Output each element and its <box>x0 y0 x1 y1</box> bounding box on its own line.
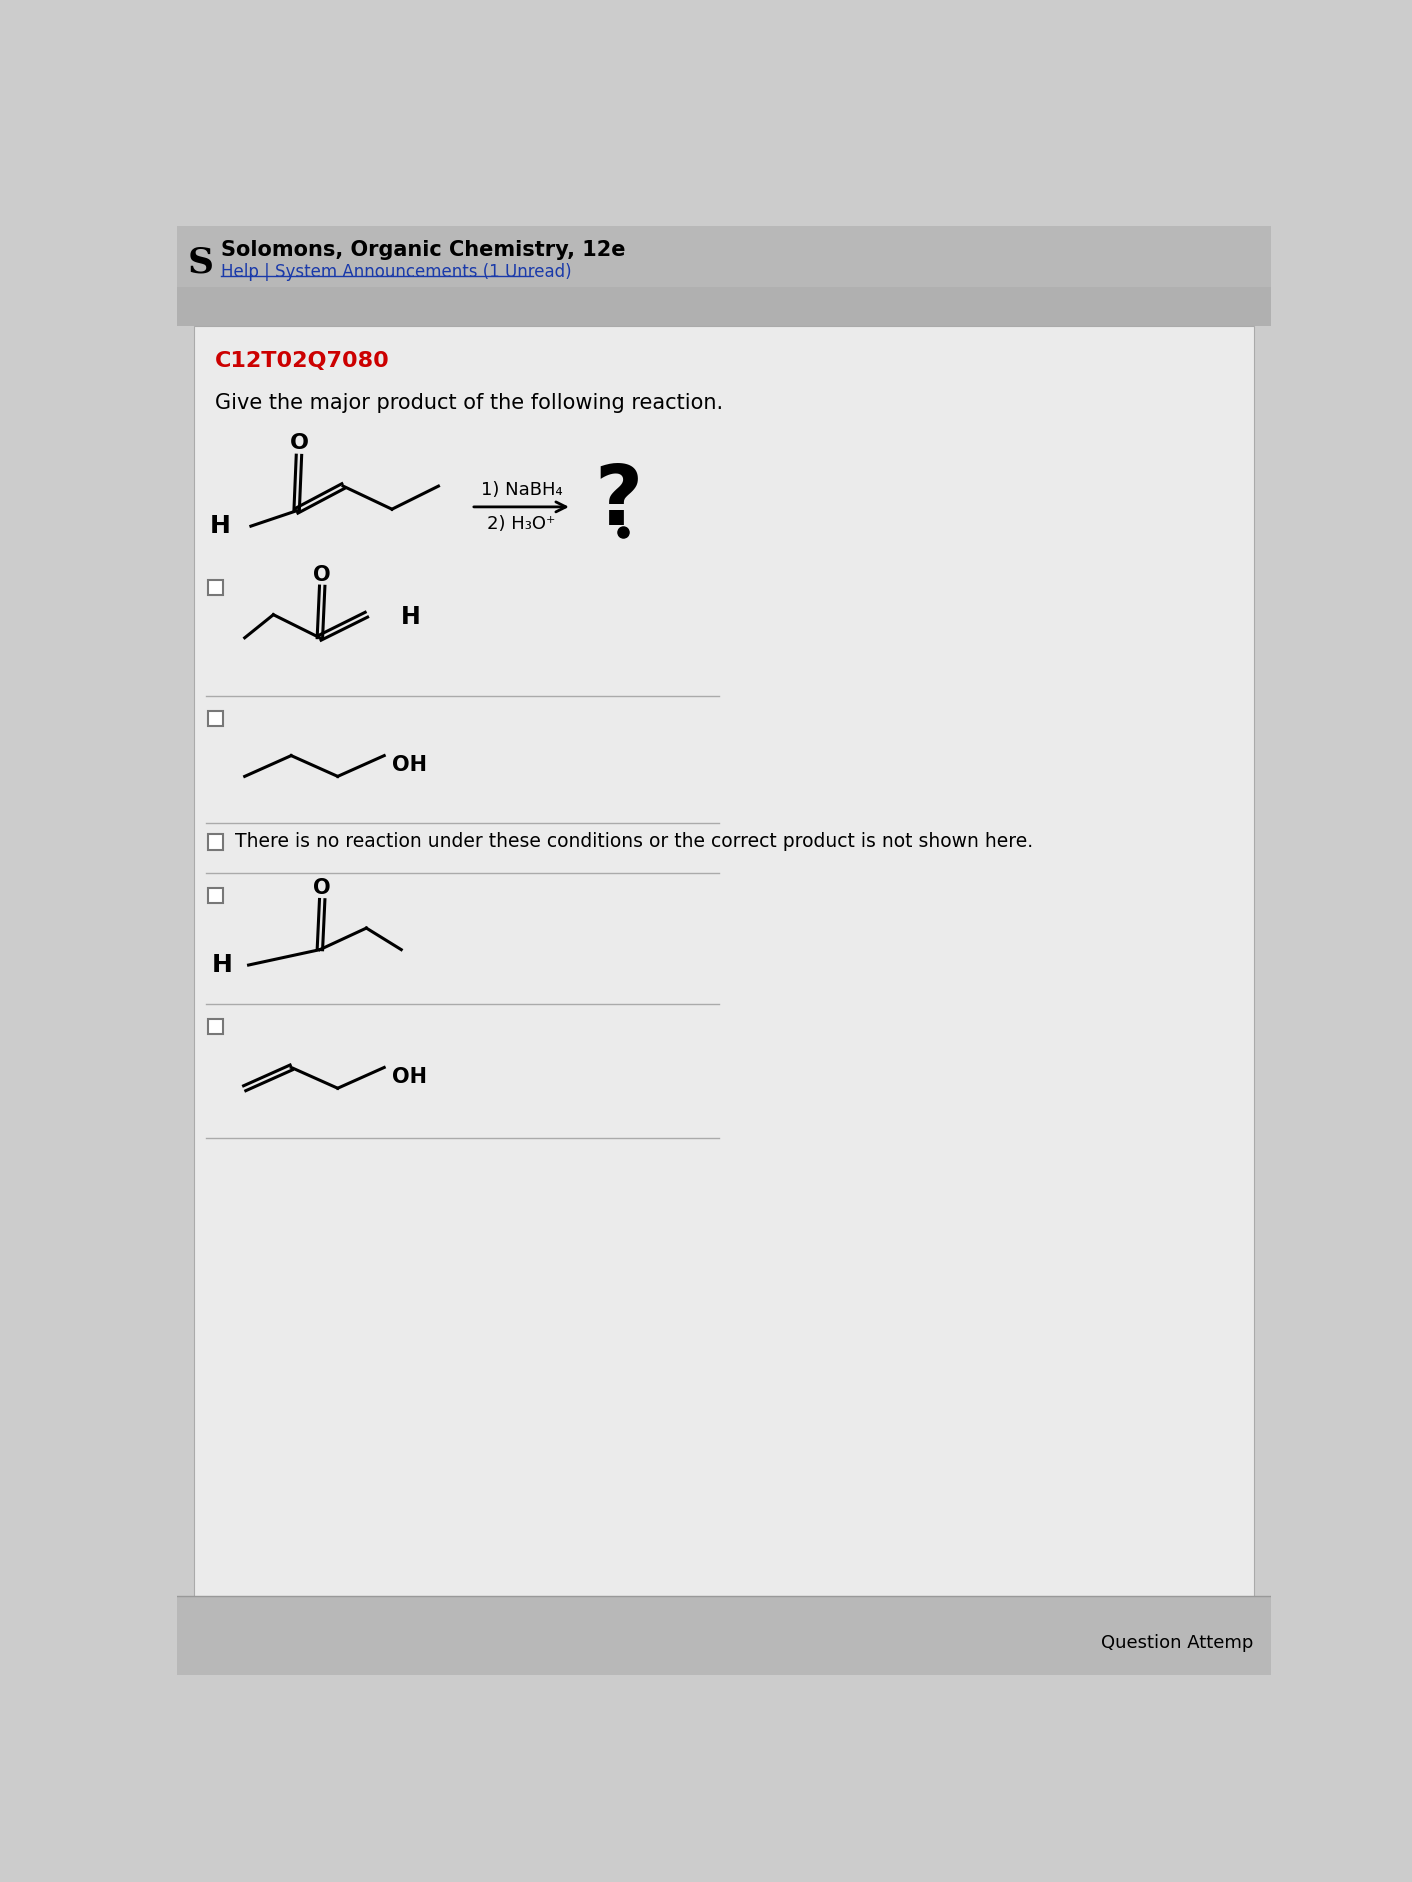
Text: H: H <box>210 514 230 538</box>
Text: Solomons, Organic Chemistry, 12e: Solomons, Organic Chemistry, 12e <box>222 239 626 260</box>
Text: C12T02Q7080: C12T02Q7080 <box>215 350 390 371</box>
Bar <box>176 1596 1271 1675</box>
Text: H: H <box>401 604 421 629</box>
Text: Help | System Announcements (1 Unread): Help | System Announcements (1 Unread) <box>222 263 572 280</box>
Text: S: S <box>188 245 215 279</box>
Text: H: H <box>212 952 233 977</box>
Bar <box>208 834 223 849</box>
Bar <box>176 288 1271 326</box>
Bar <box>176 226 1271 288</box>
Text: There is no reaction under these conditions or the correct product is not shown : There is no reaction under these conditi… <box>234 832 1032 851</box>
Bar <box>208 1018 223 1035</box>
Text: O: O <box>313 565 330 585</box>
Text: ?: ? <box>594 461 642 542</box>
Text: OH: OH <box>393 1067 426 1086</box>
Text: Question Attemp: Question Attemp <box>1101 1634 1254 1652</box>
Text: O: O <box>289 433 308 454</box>
Text: O: O <box>313 879 330 898</box>
Text: OH: OH <box>393 755 426 775</box>
Text: Give the major product of the following reaction.: Give the major product of the following … <box>215 393 723 412</box>
Bar <box>208 888 223 903</box>
Text: 1) NaBH₄: 1) NaBH₄ <box>480 482 562 499</box>
Bar <box>208 711 223 726</box>
Bar <box>208 580 223 595</box>
Text: 2) H₃O⁺: 2) H₃O⁺ <box>487 516 555 533</box>
Bar <box>193 326 1254 1603</box>
